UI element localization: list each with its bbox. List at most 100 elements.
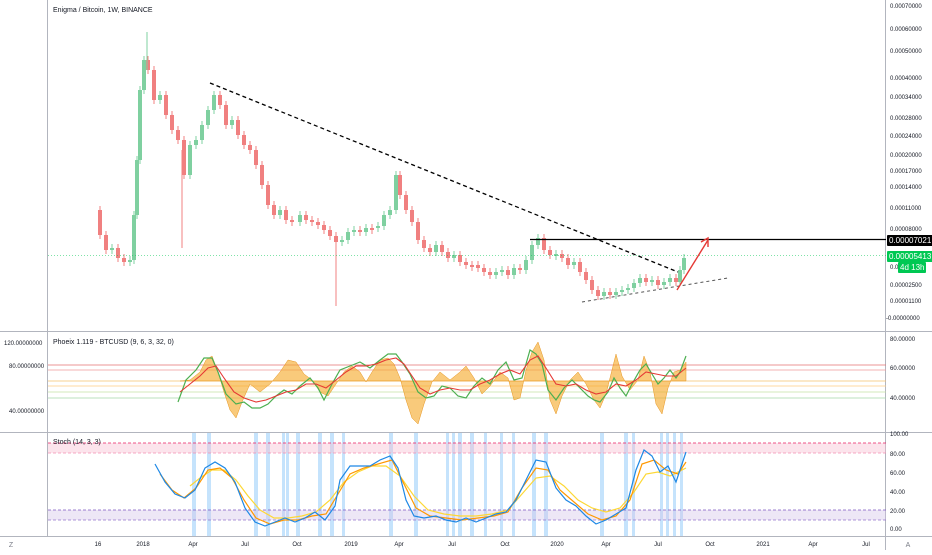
auto-scale-icon[interactable]: A xyxy=(906,542,911,549)
stoch-highlight-bar xyxy=(389,433,393,536)
stoch-highlight-bar xyxy=(666,433,669,536)
candle-body xyxy=(104,235,108,250)
candle-body xyxy=(142,60,146,90)
stoch-highlight-bar xyxy=(624,433,628,536)
candle-body xyxy=(662,282,666,285)
time-tick: Oct xyxy=(705,542,715,548)
candle-body xyxy=(626,288,630,290)
stoch-highlight-bar xyxy=(296,433,300,536)
candle-body xyxy=(572,262,576,265)
stoch-label: Stoch (14, 3, 3) xyxy=(53,439,101,446)
stoch-highlight-bar xyxy=(266,433,270,536)
time-tick: 2021 xyxy=(756,542,770,548)
time-tick: 16 xyxy=(95,542,102,548)
stoch-tick: 0.00 xyxy=(890,527,902,533)
stoch-highlight-bar xyxy=(660,433,663,536)
stoch-highlight-bar xyxy=(446,433,449,536)
candle-body xyxy=(596,290,600,296)
stoch-overbought-zone xyxy=(48,443,886,453)
price-tick: 0.00001100 xyxy=(890,299,922,305)
candle-body xyxy=(164,95,168,115)
stoch-highlight-bar xyxy=(500,433,503,536)
candle-body xyxy=(206,110,210,125)
stoch-tick: 60.00 xyxy=(890,471,906,477)
candle-body xyxy=(138,90,142,160)
candle-body xyxy=(644,278,648,282)
candle-body xyxy=(638,278,642,283)
time-tick: Oct xyxy=(292,542,302,548)
candle-body xyxy=(578,262,582,272)
candle-body xyxy=(458,255,462,262)
time-tick: Apr xyxy=(808,542,817,548)
timezone-icon[interactable]: Z xyxy=(6,539,16,549)
candle-body xyxy=(416,222,420,240)
time-tick: Jul xyxy=(241,542,249,548)
candle-body xyxy=(614,292,618,295)
stoch-tick: 40.00 xyxy=(890,490,906,496)
phoenix-right-tick: 80.00000 xyxy=(890,337,916,343)
candle-body xyxy=(656,280,660,285)
phoenix-label: Phoeix 1.119 - BTCUSD (9, 6, 3, 32, 0) xyxy=(53,339,174,346)
stoch-highlight-bar xyxy=(680,433,683,536)
stoch-highlight-bar xyxy=(532,433,536,536)
candle-body xyxy=(135,160,139,215)
candle-body xyxy=(428,248,432,252)
candle-body xyxy=(682,258,686,270)
stoch-levels xyxy=(48,442,886,521)
time-tick: Oct xyxy=(500,542,510,548)
candle-body xyxy=(560,254,564,258)
candle-body xyxy=(382,215,386,226)
svg-text:A: A xyxy=(906,542,911,549)
candle-body xyxy=(146,60,150,70)
stoch-highlight-bar xyxy=(192,433,196,536)
phoenix-green-line xyxy=(177,349,687,409)
stoch-highlight-bar xyxy=(484,433,487,536)
candle-body xyxy=(236,120,240,135)
candle-body xyxy=(254,150,258,165)
time-tick: Jul xyxy=(862,542,870,548)
candle-body xyxy=(158,95,162,100)
phoenix-fill xyxy=(179,341,687,425)
candle-body xyxy=(176,130,180,140)
candle-body xyxy=(452,255,456,258)
candle-body xyxy=(340,240,344,242)
candle-body xyxy=(566,258,570,265)
stoch-highlight-bar xyxy=(544,433,548,536)
candle-body xyxy=(602,292,606,296)
candle-body xyxy=(316,222,320,225)
price-tick: 0.00070000 xyxy=(890,4,922,10)
candle-body xyxy=(310,220,314,222)
candle-body xyxy=(364,228,368,232)
candle-body xyxy=(620,290,624,292)
candle-body xyxy=(512,268,516,275)
candle-body xyxy=(518,268,522,270)
candle-body xyxy=(500,270,504,272)
stoch-highlight-bar xyxy=(632,433,635,536)
price-tick: 0.00034000 xyxy=(890,95,922,101)
candle-body xyxy=(230,120,234,125)
candle-body xyxy=(590,280,594,290)
descending-trendline xyxy=(209,82,679,273)
candle-body xyxy=(482,268,486,272)
stoch-highlight-bar xyxy=(282,433,285,536)
candle-body xyxy=(328,230,332,236)
stoch-highlight-bar xyxy=(286,433,289,536)
candle-body xyxy=(224,105,228,125)
price-tick: 0.00050000 xyxy=(890,49,922,55)
candle-body xyxy=(152,70,156,100)
candle-body xyxy=(398,175,402,195)
price-tick: 0.00040000 xyxy=(890,76,922,82)
candle-body xyxy=(194,140,198,145)
candle-body xyxy=(548,250,552,255)
candle-body xyxy=(188,145,192,175)
stoch-highlight-bars xyxy=(192,433,683,536)
stoch-highlight-bar xyxy=(330,433,334,536)
candle-body xyxy=(488,272,492,275)
candle-body xyxy=(476,265,480,268)
candle-body xyxy=(260,165,264,185)
stoch-highlight-bar xyxy=(452,433,455,536)
candle-body xyxy=(346,232,350,240)
candle-body xyxy=(242,135,246,145)
